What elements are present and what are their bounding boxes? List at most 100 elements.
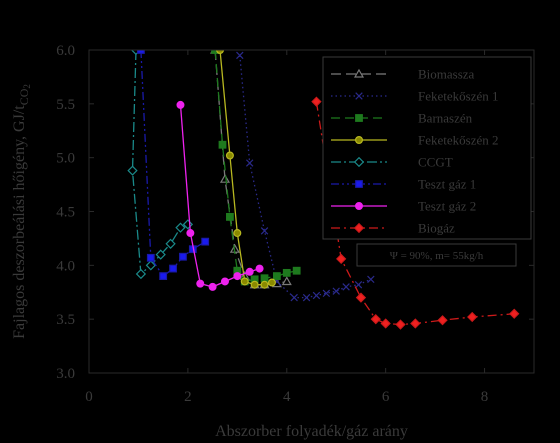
legend-label: Biogáz [418, 221, 455, 236]
x-tick-label: 2 [184, 389, 192, 405]
series-line-barnaszen [214, 50, 297, 283]
legend-label: CCGT [418, 155, 453, 170]
y-axis-title: Fajlagos deszorbeálási hőigény, GJ/tCO2 [11, 84, 32, 339]
data-point-feketekoszen-1 [312, 291, 321, 300]
y-tick-label: 3.5 [56, 312, 75, 328]
legend-entry-biogaz: Biogáz [331, 221, 455, 236]
data-point-feketekoszen-2 [233, 229, 242, 238]
legend-label: Teszt gáz 2 [418, 199, 476, 214]
data-point-ccgt [165, 238, 176, 249]
data-point-teszt-gaz-2 [233, 272, 242, 281]
legend-entry-biomassza: Biomassza [331, 67, 475, 82]
annotation-box: Ψ = 90%, m= 55kg/h [356, 243, 517, 267]
legend-swatch-marker [355, 202, 364, 211]
legend-swatch-marker [355, 180, 363, 188]
legend-swatch-marker [353, 222, 365, 234]
data-point-teszt-gaz-2 [196, 279, 205, 288]
series-layer [127, 50, 520, 330]
y-axis-title-sub-digit: 2 [22, 84, 32, 89]
series-biogaz [311, 96, 520, 330]
data-point-biogaz [311, 96, 322, 107]
data-point-biogaz [355, 292, 367, 303]
data-point-biogaz [370, 314, 381, 325]
data-point-feketekoszen-2 [240, 277, 249, 286]
data-point-feketekoszen-1 [332, 287, 340, 295]
legend-label: Feketekőszén 2 [418, 133, 499, 148]
data-point-barnaszen [218, 140, 227, 149]
data-point-feketekoszen-1 [367, 275, 375, 284]
legend-label: Feketekőszén 1 [418, 89, 499, 104]
data-point-feketekoszen-2 [267, 278, 276, 287]
data-point-feketekoszen-1 [354, 280, 363, 289]
data-point-biogaz [467, 311, 478, 323]
legend-entry-feketekoszen-2: Feketekőszén 2 [331, 133, 499, 148]
data-point-teszt-gaz-2 [176, 100, 185, 109]
legend-entry-teszt-gaz-1: Teszt gáz 1 [331, 177, 476, 192]
legend-label: Barnaszén [418, 111, 473, 126]
data-point-feketekoszen-1 [245, 159, 254, 167]
y-tick-label: 6.0 [56, 43, 75, 59]
legend-swatch-marker [355, 92, 363, 100]
legend-label: Teszt gáz 1 [418, 177, 476, 192]
data-point-feketekoszen-1 [302, 293, 311, 302]
annotation-frame [356, 243, 517, 267]
data-point-biogaz [437, 315, 448, 326]
data-point-feketekoszen-1 [322, 289, 331, 298]
data-point-biogaz [395, 319, 406, 330]
y-tick-label: 5.0 [56, 151, 75, 167]
data-point-teszt-gaz-1 [201, 237, 210, 246]
data-point-barnaszen [292, 266, 301, 275]
data-point-feketekoszen-2 [260, 280, 269, 289]
data-point-teszt-gaz-1 [169, 264, 177, 273]
x-tick-label: 8 [481, 389, 489, 405]
annotation-text: Ψ = 90%, m= 55kg/h [390, 250, 484, 262]
legend-swatch-marker [355, 114, 363, 122]
series-line-biogaz [315, 101, 515, 326]
data-point-ccgt [155, 249, 166, 260]
data-point-feketekoszen-2 [216, 50, 225, 54]
data-point-biomassza [281, 276, 292, 286]
data-point-ccgt [145, 260, 156, 271]
data-point-ccgt [175, 222, 186, 233]
x-tick-label: 6 [382, 389, 390, 405]
data-point-teszt-gaz-2 [208, 282, 217, 291]
data-point-teszt-gaz-2 [245, 267, 254, 276]
data-point-ccgt [135, 268, 147, 280]
legend-swatch-marker [353, 68, 365, 78]
data-point-barnaszen [226, 212, 234, 221]
legend-label: Biomassza [418, 67, 475, 82]
series-teszt-gaz-2 [176, 100, 264, 291]
y-tick-label: 3.0 [56, 366, 75, 382]
data-point-feketekoszen-1 [236, 51, 244, 60]
data-point-biomassza [219, 173, 231, 183]
legend-swatch-marker [353, 156, 365, 168]
data-point-ccgt [127, 165, 138, 176]
x-tick-label: 4 [283, 389, 291, 405]
data-point-teszt-gaz-2 [220, 277, 229, 286]
legend: Biomassza Feketekőszén 1 Barnaszén Feketekő… [322, 56, 532, 240]
series-feketekoszen-2 [216, 50, 276, 289]
y-axis-title-sub-letter: CO [17, 88, 31, 105]
legend-entry-barnaszen: Barnaszén [331, 111, 473, 126]
data-point-biogaz [380, 318, 391, 329]
data-point-barnaszen [282, 268, 291, 277]
data-point-teszt-gaz-1 [159, 272, 168, 280]
legend-entry-feketekoszen-1: Feketekőszén 1 [331, 89, 499, 104]
legend-swatch-marker [355, 136, 364, 145]
data-point-feketekoszen-2 [250, 280, 259, 289]
series-line-feketekoszen-1 [239, 55, 372, 299]
y-tick-label: 4.0 [56, 258, 75, 274]
series-teszt-gaz-1 [137, 50, 210, 280]
series-barnaszen [211, 50, 301, 286]
series-feketekoszen-1 [236, 51, 375, 302]
y-axis-title-main: Fajlagos deszorbeálási hőigény, GJ/t [11, 105, 28, 339]
legend-entry-ccgt: CCGT [331, 155, 453, 170]
data-point-teszt-gaz-2 [186, 229, 195, 238]
data-point-teszt-gaz-1 [146, 253, 155, 262]
data-point-biogaz [509, 308, 520, 319]
data-point-barnaszen [260, 274, 269, 283]
data-point-biogaz [336, 253, 347, 265]
series-ccgt [127, 50, 194, 280]
y-tick-label: 5.5 [56, 97, 75, 113]
